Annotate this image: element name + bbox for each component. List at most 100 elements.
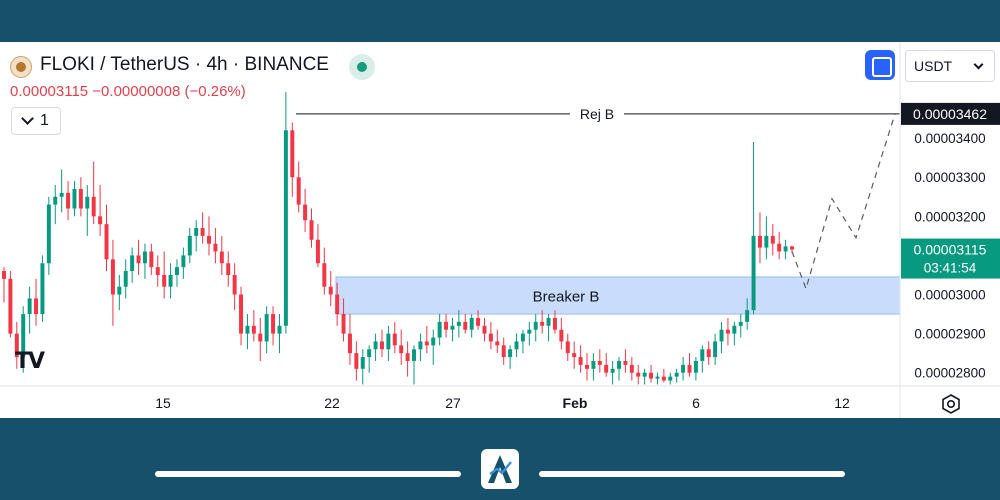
candle-body <box>213 243 218 252</box>
price-chart[interactable]: Breaker B Rej B 0.00003400 0.00003300 0.00… <box>0 42 1000 418</box>
candle-body <box>552 317 557 330</box>
candle-body <box>629 364 634 373</box>
price-change-readout: 0.00003115 −0.00000008 (−0.26%) <box>10 83 246 100</box>
candle-body <box>399 345 404 354</box>
candle-body <box>392 333 397 346</box>
chart-panel[interactable]: Breaker B Rej B 0.00003400 0.00003300 0.00… <box>0 42 1000 418</box>
app-logo-icon <box>481 449 519 489</box>
candle-body <box>315 239 320 264</box>
fullscreen-icon[interactable] <box>865 50 895 80</box>
symbol-title[interactable]: FLOKI / TetherUS · 4h · BINANCE <box>40 54 329 75</box>
candle-body <box>168 274 173 287</box>
candle-body <box>149 251 154 268</box>
candle-body <box>53 196 58 205</box>
candle-body <box>482 325 487 334</box>
candle-body <box>130 255 135 272</box>
candle-body <box>104 224 109 260</box>
candle-body <box>533 321 538 330</box>
candle-body <box>14 333 19 358</box>
candle-body <box>508 349 513 358</box>
candle-body <box>463 321 468 330</box>
candle-body <box>642 372 647 377</box>
y-tick-label: 0.00003000 <box>914 288 985 303</box>
candle-body <box>354 353 359 369</box>
candle-body <box>34 298 39 315</box>
candle-body <box>117 286 122 295</box>
candle-body <box>46 204 51 264</box>
chevron-down-icon <box>21 112 34 125</box>
candle-body <box>770 235 775 244</box>
last-price-label: 0.00003115 <box>914 242 987 258</box>
candle-body <box>514 341 519 350</box>
candle-body <box>700 349 705 361</box>
candle-body <box>668 376 673 381</box>
candle-body <box>303 204 308 221</box>
candle-body <box>72 188 77 209</box>
candle-body <box>181 255 186 268</box>
y-tick-label: 0.00003300 <box>914 170 985 185</box>
candle-body <box>719 329 724 342</box>
x-tick-label: 12 <box>834 395 850 411</box>
candle-body <box>194 228 199 236</box>
candle-body <box>200 228 205 236</box>
x-tick-label: 27 <box>445 395 461 411</box>
candle-body <box>8 278 13 334</box>
candle-body <box>283 130 288 326</box>
candle-body <box>142 251 147 264</box>
interval-dropdown[interactable]: 1 <box>11 107 61 135</box>
candle-body <box>271 314 276 334</box>
candle-body <box>437 321 442 338</box>
candle-body <box>591 360 596 369</box>
y-tick-label: 0.00003200 <box>914 209 985 224</box>
interval-label: 1 <box>40 112 49 129</box>
x-tick-label: 15 <box>155 395 171 411</box>
candle-body <box>66 192 71 209</box>
candle-body <box>360 357 365 369</box>
candle-body <box>309 220 314 240</box>
candle-body <box>187 235 192 256</box>
candle-body <box>251 325 256 334</box>
currency-select[interactable]: USDT <box>905 50 995 82</box>
rejection-price-tag <box>901 102 1000 125</box>
rejection-price-label: 0.00003462 <box>913 106 987 122</box>
status-dot-icon <box>349 54 375 80</box>
candle-body <box>386 333 391 350</box>
candle-body <box>450 325 455 330</box>
candle-body <box>476 317 481 326</box>
y-tick-label: 0.00002900 <box>914 327 985 342</box>
candle-body <box>546 317 551 326</box>
candle-body <box>258 333 263 342</box>
candle-body <box>232 274 237 295</box>
candle-body <box>501 345 506 358</box>
projection-path <box>791 113 896 291</box>
candle-body <box>757 235 762 248</box>
candle-body <box>777 243 782 252</box>
candle-body <box>661 376 666 381</box>
candle-body <box>604 364 609 373</box>
candle-body <box>565 341 570 354</box>
candle-body <box>277 325 282 334</box>
candle-body <box>162 274 167 287</box>
candle-body <box>488 333 493 342</box>
coin-logo-icon <box>10 56 32 78</box>
candle-body <box>649 372 654 379</box>
candle-body <box>412 349 417 361</box>
candle-body <box>367 349 372 358</box>
candle-body <box>732 325 737 334</box>
candle-body <box>431 337 436 346</box>
candle-body <box>495 341 500 346</box>
candle-body <box>623 360 628 365</box>
candle-body <box>21 314 26 358</box>
settings-icon[interactable] <box>941 394 961 414</box>
candle-body <box>239 294 244 334</box>
candle-body <box>59 192 64 197</box>
footer-divider-right <box>539 471 845 477</box>
rejection-label-bg <box>570 104 624 123</box>
candle-body <box>123 271 128 287</box>
bar-countdown-label: 03:41:54 <box>924 261 977 276</box>
candle-body <box>418 341 423 350</box>
candle-body <box>540 321 545 326</box>
candle-body <box>136 255 141 264</box>
candle-body <box>674 372 679 377</box>
candle-body <box>78 188 83 209</box>
